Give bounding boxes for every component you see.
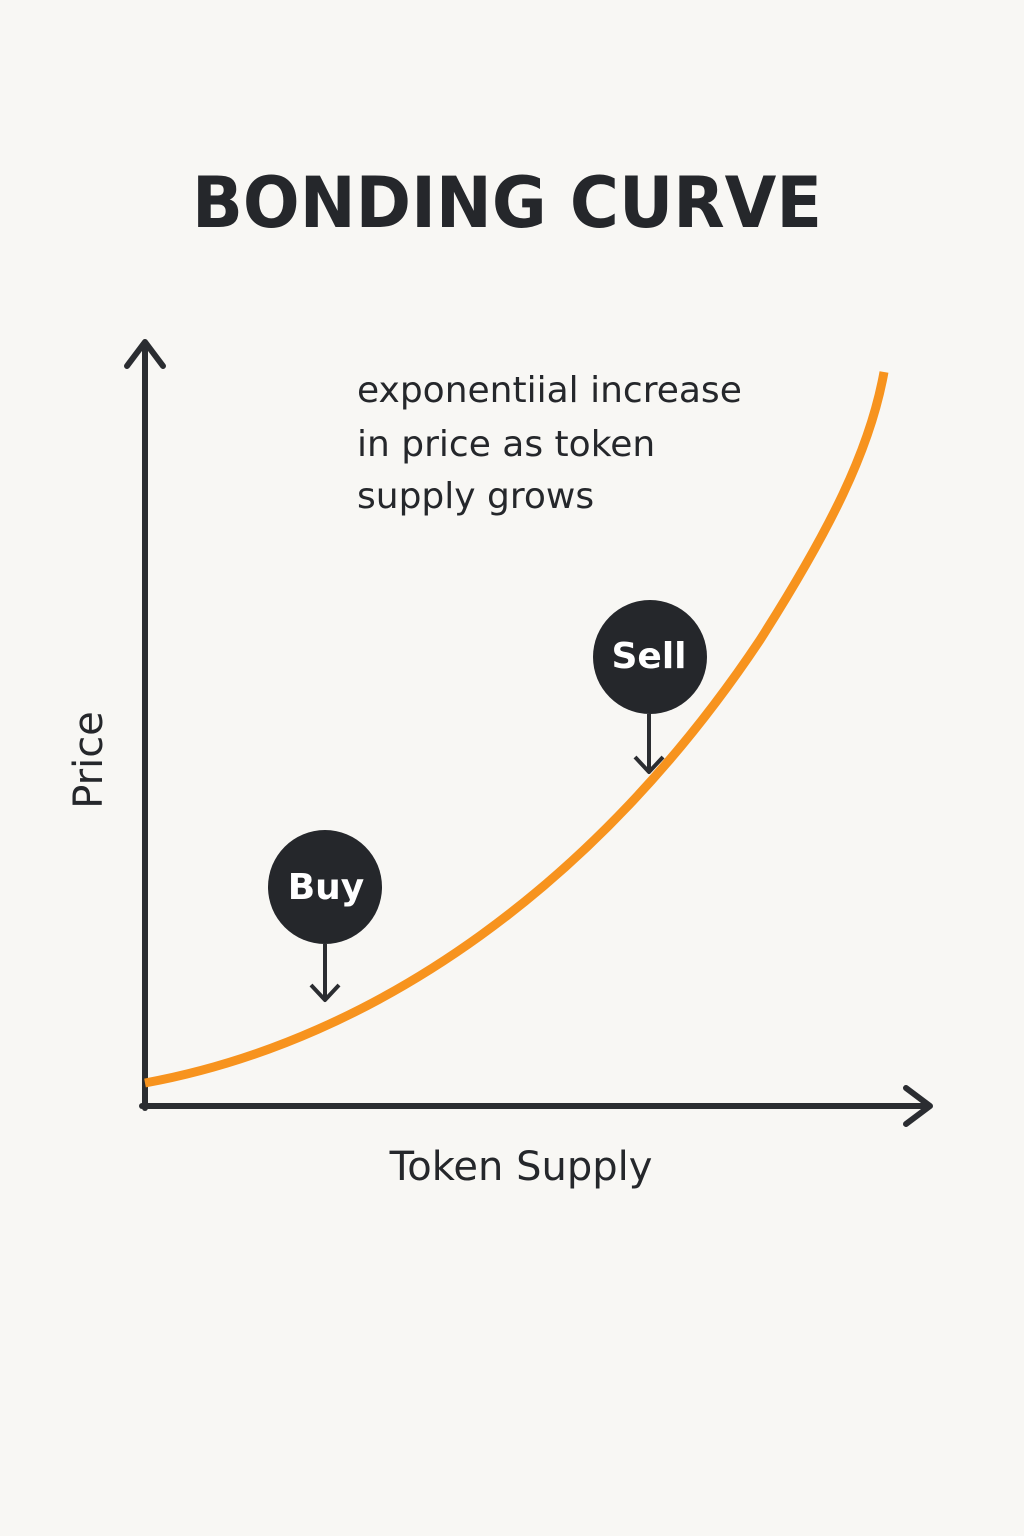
buy-marker-label: Buy	[288, 867, 365, 908]
sell-marker-arrowhead	[633, 755, 665, 774]
y-axis-label: Price	[66, 711, 112, 809]
x-axis	[139, 1085, 933, 1127]
sell-marker: Sell	[593, 600, 707, 774]
x-axis-arrowhead	[903, 1085, 933, 1127]
bonding-curve-line	[144, 371, 889, 1088]
sell-marker-circle	[593, 600, 707, 714]
y-axis	[124, 339, 166, 1111]
sell-marker-label: Sell	[611, 636, 686, 677]
annotation-line-3: supply grows	[357, 476, 594, 517]
annotation-line-2: in price as token	[357, 424, 655, 465]
chart-title: BONDING CURVE	[192, 162, 822, 244]
buy-marker-circle	[268, 830, 382, 944]
y-axis-arrowhead	[124, 339, 166, 369]
x-axis-label: Token Supply	[389, 1144, 653, 1190]
curve-annotation: exponentiial increase in price as token …	[357, 370, 742, 517]
buy-marker: Buy	[268, 830, 382, 1002]
annotation-line-1: exponentiial increase	[357, 370, 742, 411]
buy-marker-arrowhead	[309, 983, 341, 1002]
